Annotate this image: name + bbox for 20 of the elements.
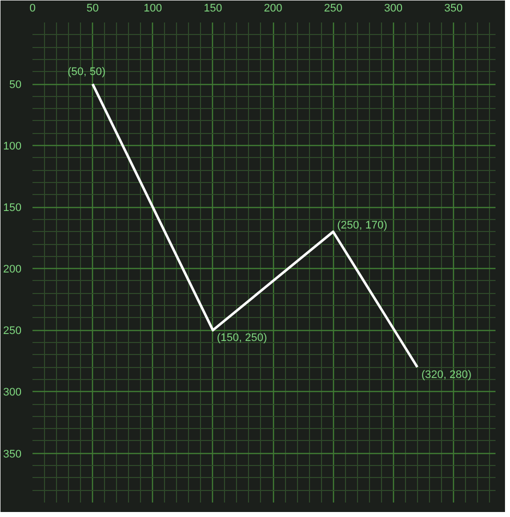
annotation: (150, 250) (216, 332, 268, 344)
y-tick-label: 300 (3, 386, 22, 399)
annotation: (320, 280) (421, 369, 472, 382)
x-tick-label: 250 (324, 2, 342, 14)
x-tick-label: 150 (204, 2, 222, 14)
x-tick-label: 50 (86, 2, 99, 14)
annotation: (250, 170) (337, 220, 388, 232)
y-tick-label: 200 (3, 264, 22, 276)
annotation: (50, 50) (68, 66, 106, 78)
y-tick-label: 150 (3, 202, 22, 214)
x-tick-label: 200 (264, 2, 282, 14)
x-tick-label: 0 (29, 2, 36, 14)
y-tick-label: 250 (3, 325, 22, 338)
y-tick-label: 350 (3, 448, 22, 460)
line-series (91, 82, 419, 368)
x-tick-label: 100 (144, 2, 162, 14)
y-tick-label: 100 (3, 140, 22, 153)
y-tick-label: 50 (9, 79, 22, 92)
x-tick-label: 350 (444, 2, 463, 14)
x-tick-label: 300 (384, 2, 402, 14)
